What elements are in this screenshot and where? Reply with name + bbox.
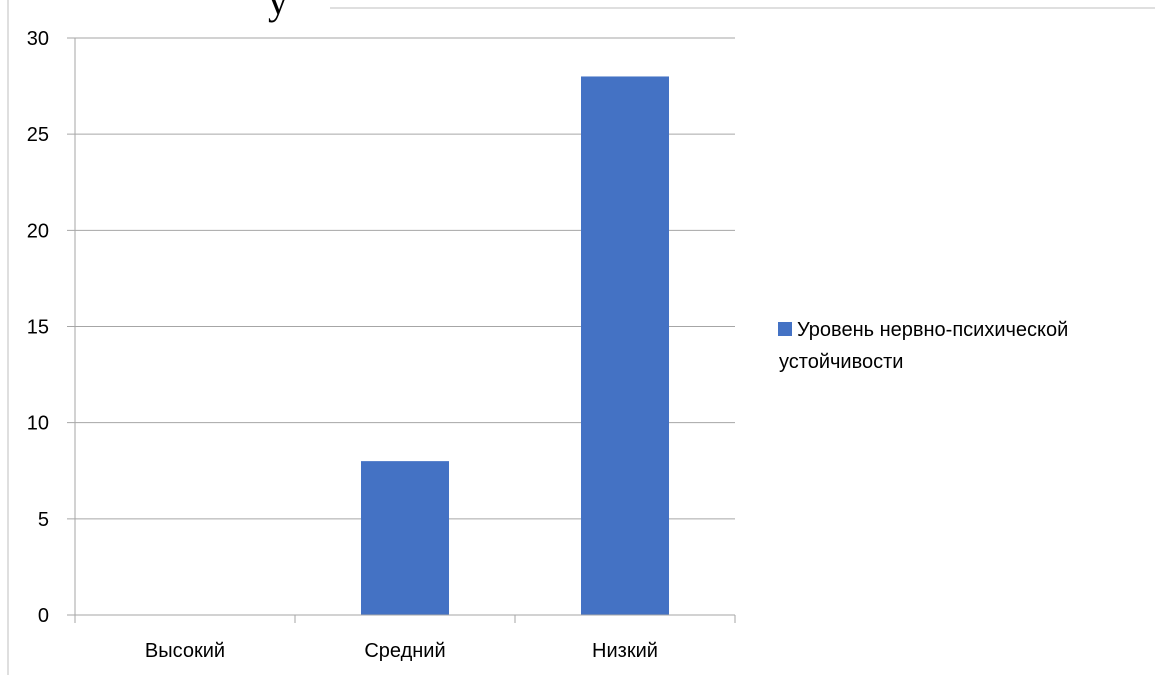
y-tick-label: 10 [27, 413, 49, 435]
y-tick-label: 0 [38, 605, 49, 627]
y-tick-label: 20 [27, 220, 49, 242]
x-tick-label: Высокий [145, 640, 225, 662]
legend-label-line-2: устойчивости [779, 351, 903, 373]
legend: Уровень нервно-психической устойчивости [778, 319, 1068, 373]
axes [67, 38, 736, 623]
x-tick-label: Средний [364, 640, 445, 662]
y-tick-label: 30 [27, 28, 49, 50]
y-tick-label: 25 [27, 124, 49, 146]
legend-swatch [778, 322, 792, 336]
x-tick-labels: Высокий Средний Низкий [145, 640, 658, 662]
y-tick-label: 15 [27, 317, 49, 339]
bars [361, 76, 669, 615]
cut-off-text-fragment: у [268, 0, 288, 23]
y-tick-labels: 0 5 10 15 20 25 30 [27, 28, 49, 627]
y-tick-label: 5 [38, 509, 49, 531]
x-tick-label: Низкий [592, 640, 658, 662]
bar-3 [581, 76, 669, 615]
legend-label-line-1: Уровень нервно-психической [797, 319, 1068, 341]
bar-2 [361, 461, 449, 615]
